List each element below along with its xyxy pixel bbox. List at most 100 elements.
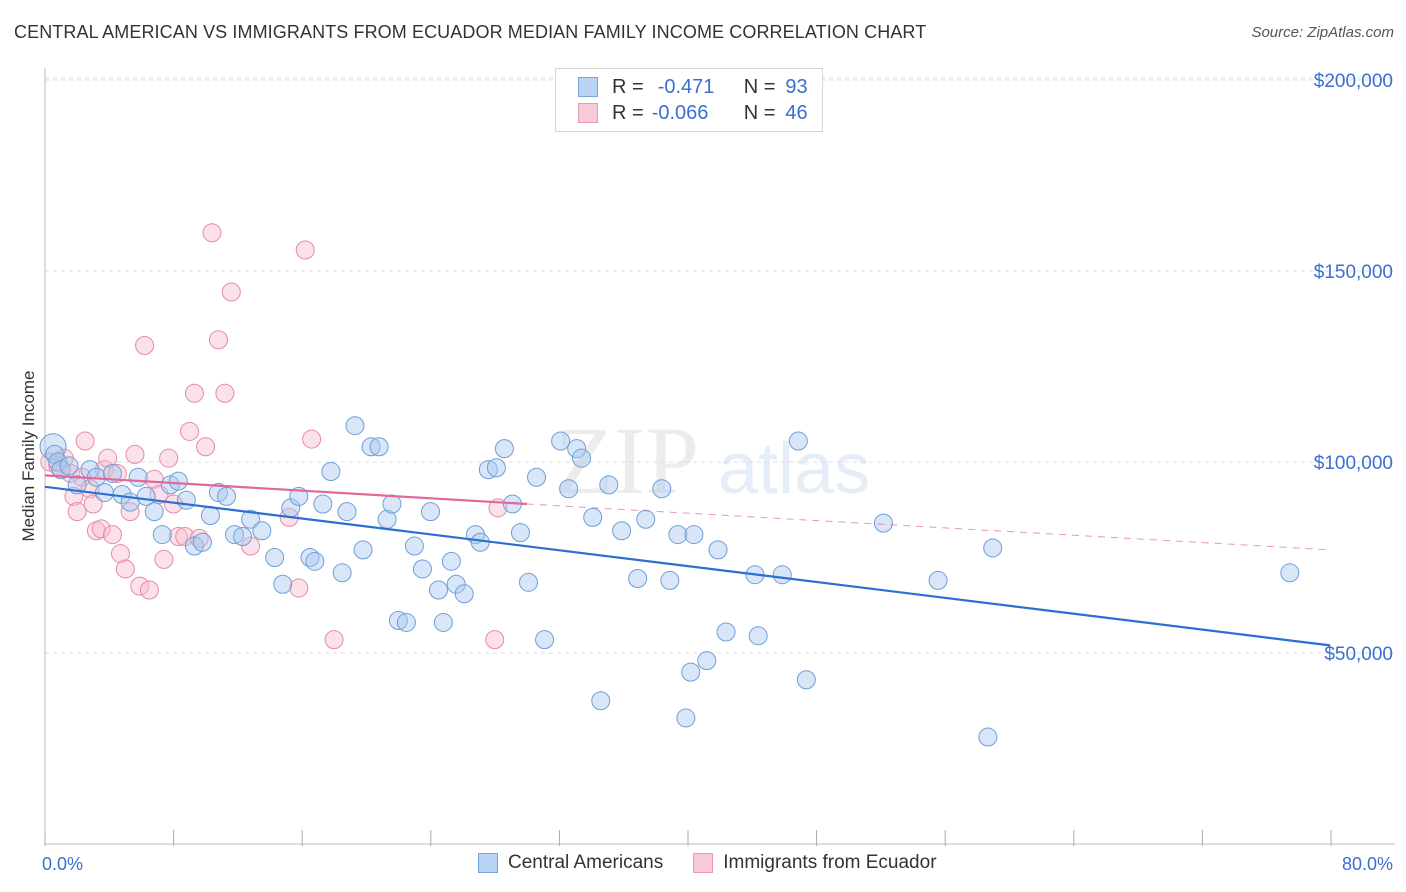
ecuador-point [130, 576, 150, 596]
central-american-point [676, 708, 696, 728]
central-american-point [636, 509, 656, 529]
ecuador-point [221, 282, 241, 302]
central-american-point [559, 479, 579, 499]
central-american-point [421, 502, 440, 522]
ecuador-point [115, 559, 135, 579]
ecuador-point [159, 448, 179, 468]
ecuador-point [295, 240, 315, 260]
central-american-point [412, 559, 432, 579]
central-american-point [176, 490, 196, 510]
ecuador-point [154, 549, 174, 569]
central-american-series [39, 416, 1300, 747]
ecuador-trend-line [44, 474, 527, 506]
ecuador-series [40, 223, 508, 650]
ecuador-point [180, 421, 200, 441]
ecuador-point [324, 630, 344, 650]
ecuador-point [168, 526, 188, 546]
n-label: N = [743, 75, 776, 98]
central-american-point [583, 507, 603, 527]
r-label: R = [612, 75, 644, 98]
x-tick-label: 80.0% [1342, 854, 1393, 874]
central-american-point [144, 502, 164, 522]
central-american-point [668, 525, 688, 545]
legend-item-central-americans[interactable]: Central Americans [478, 852, 663, 874]
central-american-point [983, 538, 1003, 558]
central-american-point [396, 612, 416, 632]
n-label: N = [743, 101, 776, 124]
y-tick-label: $150,000 [1314, 262, 1393, 283]
ecuador-point [102, 525, 122, 545]
ecuador-point [215, 383, 235, 403]
ecuador-point [91, 519, 111, 539]
central-american-point [265, 548, 285, 567]
central-american-point [337, 502, 357, 522]
central-american-point [404, 536, 424, 556]
central-american-point [681, 662, 701, 682]
ecuador-point [485, 630, 505, 650]
ecuador-point [107, 463, 127, 483]
central-american-point [873, 513, 893, 533]
central-american-point [660, 570, 680, 590]
grid [45, 77, 1395, 654]
r-label: R = [612, 101, 644, 124]
watermark: ZIP atlas [555, 407, 870, 514]
ecuador-point [302, 429, 322, 449]
central-american-point [697, 651, 717, 671]
central-american-point [252, 521, 272, 541]
central-american-point [433, 612, 453, 632]
central-american-point [652, 479, 672, 499]
central-american-point [200, 505, 220, 525]
stats-row-ecuador: R = -0.066 N = 46 [578, 101, 808, 125]
central-american-point [1280, 563, 1300, 583]
ecuador-point [98, 448, 118, 468]
ecuador-point [241, 536, 261, 556]
central-american-point [332, 563, 352, 583]
central-american-point [313, 494, 333, 514]
central-american-point [535, 630, 555, 650]
ecuador-point [135, 335, 155, 355]
y-axis-title: Median Family Income [19, 370, 38, 541]
central-american-point [478, 460, 498, 480]
stats-legend: R = -0.471 N = 93 R = -0.066 N = 46 [555, 68, 823, 132]
watermark-zip: ZIP [555, 407, 699, 514]
central-american-point [684, 525, 704, 545]
ecuador-trend-extension [526, 503, 1331, 551]
central-american-point [225, 525, 245, 545]
ecuador-point [208, 330, 228, 350]
central-american-point [978, 727, 998, 747]
central-american-point [928, 570, 948, 590]
ecuador-point [196, 437, 216, 457]
pink-swatch [578, 103, 598, 123]
legend-label: Central Americans [508, 852, 664, 873]
central-american-point [102, 463, 122, 483]
ecuador-point [125, 444, 145, 464]
central-american-point [591, 691, 611, 711]
axis-labels: $50,000 $100,000 $150,000 $200,000 0.0% 80.0%… [19, 71, 1393, 874]
central-american-point [772, 565, 792, 585]
central-american-point [429, 580, 449, 600]
ecuador-point [110, 544, 130, 564]
central-american-point [527, 467, 547, 487]
ecuador-point [120, 502, 140, 522]
central-american-point [551, 431, 571, 451]
blue-swatch [478, 853, 498, 873]
central-american-point [716, 622, 736, 642]
central-american-point [273, 574, 293, 594]
central-american-point [486, 458, 506, 478]
central-american-point [353, 540, 373, 560]
series-legend: Central Americans Immigrants from Ecuado… [478, 852, 967, 874]
watermark-atlas: atlas [718, 429, 870, 509]
central-american-trend-line [44, 485, 1331, 647]
central-american-point [321, 462, 341, 482]
r-value: -0.066 [651, 101, 709, 124]
central-american-point [441, 551, 461, 571]
pink-swatch [693, 853, 714, 873]
trend-lines [44, 474, 1331, 647]
ecuador-point [184, 383, 204, 403]
legend-item-ecuador[interactable]: Immigrants from Ecuador [693, 852, 937, 874]
legend-label: Immigrants from Ecuador [723, 852, 937, 873]
ecuador-point [202, 223, 222, 243]
central-american-point [48, 452, 68, 472]
central-american-point [233, 526, 253, 546]
